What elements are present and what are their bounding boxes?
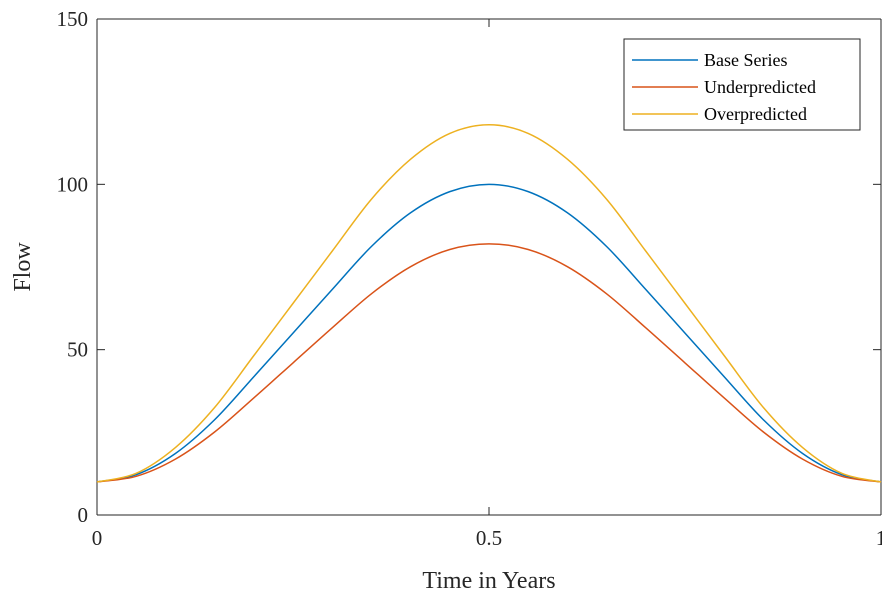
- legend-box: [623, 38, 861, 131]
- x-tick-label: 1: [876, 526, 882, 550]
- legend-entry-label: Underpredicted: [704, 77, 816, 97]
- x-axis-label: Time in Years: [422, 568, 555, 594]
- x-tick-label: 0.5: [476, 526, 502, 550]
- y-tick-label: 50: [67, 338, 88, 362]
- legend-entry-label: Base Series: [704, 50, 787, 70]
- series-lines: [96, 124, 882, 483]
- y-axis-label: Flow: [10, 242, 36, 292]
- y-tick-label: 100: [57, 172, 89, 196]
- y-tick-label: 0: [78, 503, 89, 527]
- y-tick-label: 150: [57, 7, 89, 31]
- x-tick-label: 0: [92, 526, 103, 550]
- legend: Base Series Underpredicted Overpredicted: [623, 38, 861, 131]
- ticks: 0 50 100 150 0 0.5 1: [57, 7, 882, 550]
- series-line-underpredicted: [96, 243, 882, 483]
- series-line-overpredicted: [96, 124, 882, 483]
- series-line-base-series: [96, 183, 882, 483]
- legend-entry-label: Overpredicted: [704, 104, 807, 124]
